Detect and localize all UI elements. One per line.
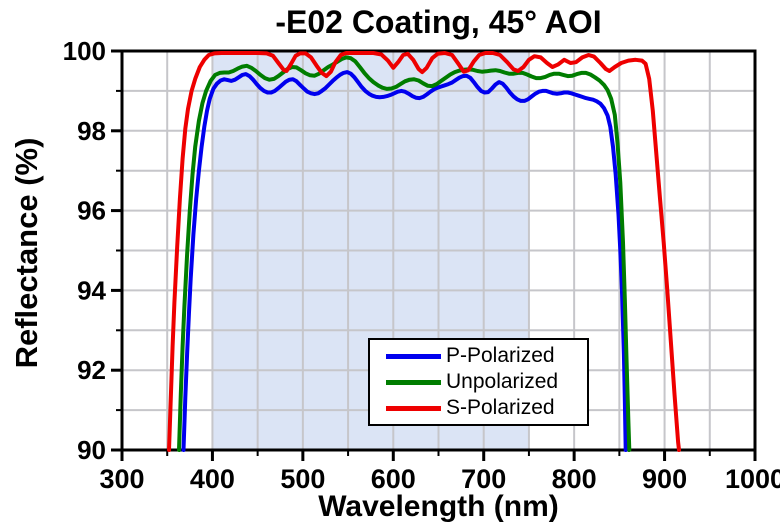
legend: P-Polarized Unpolarized S-Polarized <box>368 338 589 426</box>
legend-line-swatch-red <box>386 405 441 411</box>
legend-line-swatch-blue <box>386 353 441 359</box>
legend-item-s-polarized: S-Polarized <box>386 396 583 420</box>
x-axis-title: Wavelength (nm) <box>318 490 559 523</box>
y-tick-label-98: 98 <box>77 116 106 146</box>
x-tick-label-400: 400 <box>190 464 235 494</box>
x-tick-label-300: 300 <box>99 464 144 494</box>
legend-item-p-polarized: P-Polarized <box>386 344 583 368</box>
x-tick-label-600: 600 <box>371 464 416 494</box>
legend-line-swatch-green <box>386 379 441 385</box>
y-tick-label-90: 90 <box>77 435 106 465</box>
legend-label: Unpolarized <box>446 370 559 393</box>
curve-p-polarized <box>181 70 628 452</box>
x-tick-label-900: 900 <box>642 464 687 494</box>
legend-label: S-Polarized <box>446 396 555 419</box>
legend-item-unpolarized: Unpolarized <box>386 370 583 394</box>
y-tick-label-94: 94 <box>77 275 106 305</box>
plot-border <box>120 49 757 452</box>
curve-s-polarized <box>167 51 681 452</box>
x-tick-label-1000: 1000 <box>725 464 780 494</box>
y-tick-label-92: 92 <box>77 355 106 385</box>
chart-title: -E02 Coating, 45° AOI <box>275 4 602 40</box>
x-tick-label-800: 800 <box>552 464 597 494</box>
curve-unpolarized <box>177 55 632 452</box>
y-tick-label-100: 100 <box>63 36 106 66</box>
x-tick-label-500: 500 <box>280 464 325 494</box>
legend-label: P-Polarized <box>446 344 555 367</box>
y-tick-label-96: 96 <box>77 196 106 226</box>
x-tick-label-700: 700 <box>461 464 506 494</box>
